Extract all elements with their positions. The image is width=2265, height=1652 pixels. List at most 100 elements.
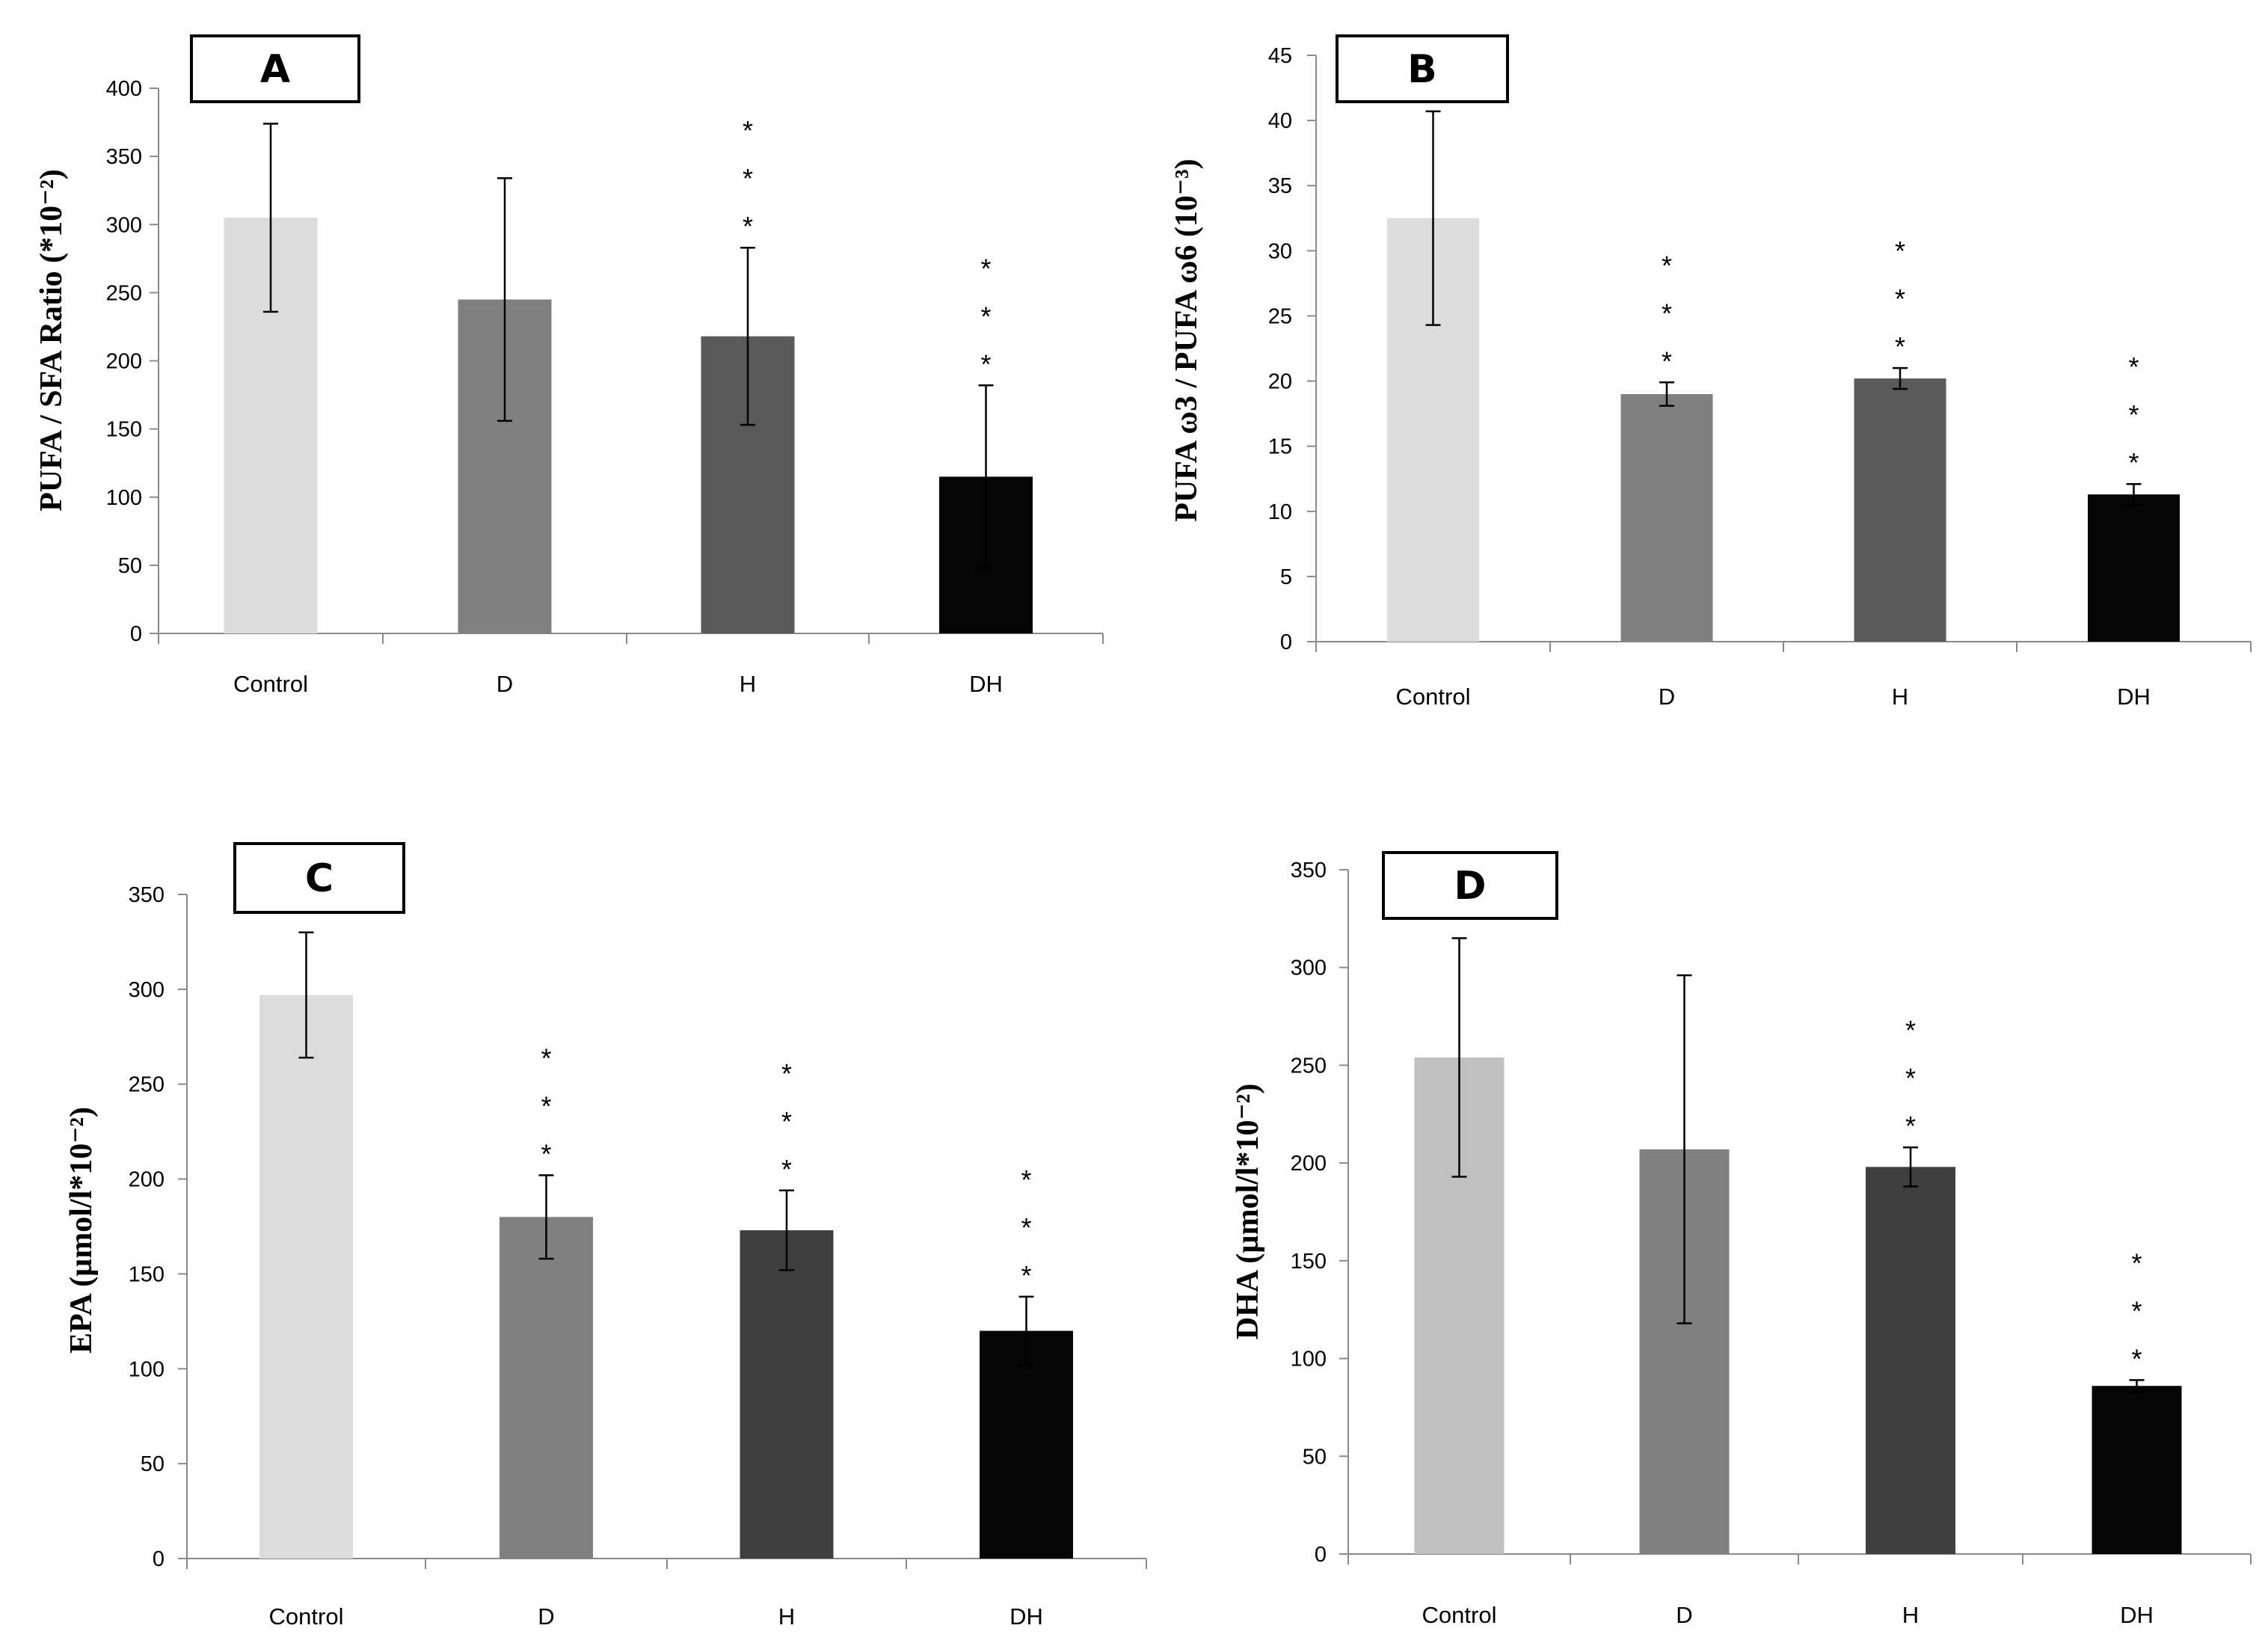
significance-star: * (2131, 1247, 2142, 1278)
significance-star: * (980, 301, 991, 331)
y-tick-label: 250 (129, 1073, 165, 1097)
y-tick-label: 15 (1268, 435, 1292, 459)
x-tick-label: D (497, 671, 513, 697)
y-tick-label: 50 (141, 1452, 165, 1476)
error-bar (740, 246, 755, 426)
significance-star: * (1895, 331, 1905, 362)
y-tick-label: 200 (1291, 1152, 1327, 1176)
y-tick-label: 25 (1268, 304, 1292, 328)
bar-d (500, 1217, 593, 1559)
error-bar (1425, 110, 1441, 326)
bar-control (259, 995, 353, 1559)
y-tick-label: 150 (129, 1262, 165, 1286)
y-tick-label: 350 (106, 145, 142, 169)
significance-star: * (1905, 1111, 1916, 1141)
x-tick-label: Control (233, 671, 308, 697)
panel-B: 0 5 10 15 20 25 30 35 40 45 Control D * * * H * * * DH * * * PU… (1170, 34, 2252, 710)
significance-star: * (2131, 1295, 2142, 1326)
y-tick-label: 40 (1268, 109, 1292, 133)
panel-label-box (233, 842, 405, 914)
y-tick-label: 350 (129, 883, 165, 907)
x-tick-label: H (1892, 684, 1908, 710)
bar-h (740, 1230, 834, 1559)
panel-label: B (1407, 47, 1437, 92)
error-bar (978, 384, 994, 569)
significance-star: * (1662, 346, 1672, 376)
significance-star: * (1021, 1164, 1031, 1195)
significance-star: * (743, 163, 753, 194)
x-tick-label: H (740, 671, 756, 697)
y-tick-label: 350 (1291, 859, 1327, 882)
y-tick-label: 30 (1268, 239, 1292, 263)
panel-C: 0 50 100 150 200 250 300 350 Control D * * * H * * * DH * *… (64, 842, 1147, 1630)
significance-star: * (541, 1090, 551, 1121)
y-axis-label: PUFA / SFA Ratio (*10⁻²) (34, 169, 69, 512)
significance-star: * (980, 348, 991, 379)
panel-label-box (190, 34, 360, 103)
y-axis-label: DHA (µmol/l*10⁻²) (1231, 1084, 1265, 1339)
bar-d (1620, 393, 1713, 642)
y-tick-label: 35 (1268, 174, 1292, 198)
significance-star: * (781, 1154, 792, 1185)
x-tick-label: Control (269, 1603, 344, 1630)
bar-dh (980, 1330, 1073, 1559)
y-tick-label: 100 (1291, 1348, 1327, 1372)
significance-star: * (1895, 283, 1905, 314)
panel-label-box (1382, 851, 1558, 920)
error-bar (298, 931, 314, 1059)
error-bar (1659, 381, 1674, 407)
y-tick-label: 150 (106, 418, 142, 442)
x-tick-label: Control (1396, 684, 1471, 710)
y-tick-label: 10 (1268, 500, 1292, 524)
significance-star: * (1905, 1063, 1916, 1093)
error-bar (1677, 974, 1692, 1324)
y-axis-label: PUFA ω3 / PUFA ω6 (10⁻³) (1170, 159, 1204, 521)
x-tick-label: DH (1009, 1603, 1043, 1630)
y-tick-label: 50 (118, 554, 142, 578)
x-tick-label: H (1902, 1602, 1919, 1628)
error-bar (263, 123, 278, 313)
significance-star: * (2128, 399, 2139, 430)
error-bar (1893, 366, 1908, 390)
bar-h (1854, 378, 1946, 642)
significance-star: * (743, 115, 753, 146)
panel-label: C (305, 856, 334, 901)
y-tick-label: 300 (129, 978, 165, 1002)
y-tick-label: 0 (1315, 1543, 1327, 1567)
y-tick-label: 250 (1291, 1054, 1327, 1078)
error-bar (538, 1174, 554, 1260)
y-tick-label: 300 (1291, 956, 1327, 980)
y-tick-label: 45 (1268, 44, 1292, 68)
significance-star: * (2131, 1343, 2142, 1374)
x-tick-label: DH (2120, 1602, 2154, 1628)
error-bar (1903, 1146, 1918, 1188)
x-tick-label: DH (969, 671, 1003, 697)
x-tick-label: H (778, 1603, 795, 1630)
y-tick-label: 200 (106, 350, 142, 374)
significance-star: * (1662, 298, 1672, 328)
y-tick-label: 150 (1291, 1250, 1327, 1274)
y-tick-label: 100 (106, 486, 142, 510)
significance-star: * (2128, 447, 2139, 478)
y-tick-label: 200 (129, 1168, 165, 1192)
x-tick-label: DH (2117, 684, 2151, 710)
error-bar (779, 1189, 794, 1271)
error-bar (2126, 482, 2142, 506)
error-bar (2129, 1379, 2145, 1393)
x-tick-label: Control (1422, 1602, 1497, 1628)
y-tick-label: 400 (106, 77, 142, 101)
significance-star: * (1905, 1015, 1916, 1045)
x-tick-label: D (1659, 684, 1675, 710)
y-tick-label: 50 (1303, 1445, 1327, 1469)
significance-star: * (2128, 351, 2139, 382)
panel-label: D (1454, 864, 1486, 909)
y-tick-label: 0 (1280, 630, 1292, 654)
significance-star: * (743, 211, 753, 242)
x-tick-label: D (1676, 1602, 1692, 1628)
error-bar (1451, 937, 1467, 1178)
significance-star: * (1021, 1212, 1031, 1243)
